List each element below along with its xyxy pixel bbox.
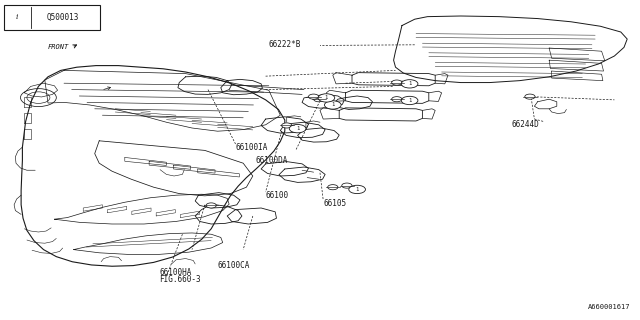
- Circle shape: [314, 97, 324, 102]
- Circle shape: [525, 94, 535, 99]
- Circle shape: [401, 96, 418, 105]
- Text: 66100DA: 66100DA: [256, 156, 289, 165]
- Text: Q500013: Q500013: [47, 13, 79, 22]
- Circle shape: [401, 80, 418, 88]
- Circle shape: [349, 185, 365, 194]
- Text: 1: 1: [408, 98, 412, 103]
- Text: i: i: [15, 13, 18, 21]
- Circle shape: [282, 123, 292, 128]
- Text: 66222*B: 66222*B: [269, 40, 301, 49]
- Text: 1: 1: [408, 81, 412, 86]
- Text: 1: 1: [296, 126, 300, 131]
- Text: 66105: 66105: [323, 199, 346, 208]
- Circle shape: [206, 203, 216, 208]
- Circle shape: [342, 183, 352, 188]
- Text: 66100HA: 66100HA: [160, 268, 193, 277]
- Text: FIG.660-3: FIG.660-3: [159, 276, 200, 284]
- Text: FRONT: FRONT: [48, 44, 69, 50]
- Text: 66100IA: 66100IA: [236, 143, 268, 152]
- Text: 1: 1: [355, 187, 359, 192]
- Text: 1: 1: [331, 102, 335, 108]
- Text: 66100CA: 66100CA: [218, 261, 250, 270]
- Circle shape: [324, 101, 341, 109]
- Text: 66100: 66100: [266, 191, 289, 200]
- Text: 66244D: 66244D: [512, 120, 540, 129]
- Circle shape: [328, 185, 338, 190]
- Text: A660001617: A660001617: [588, 304, 630, 310]
- Circle shape: [308, 94, 319, 99]
- Circle shape: [392, 97, 402, 102]
- Text: 1: 1: [324, 95, 328, 100]
- Circle shape: [392, 80, 402, 85]
- Circle shape: [318, 94, 335, 102]
- FancyBboxPatch shape: [4, 5, 100, 30]
- Circle shape: [289, 124, 306, 133]
- Circle shape: [6, 12, 27, 22]
